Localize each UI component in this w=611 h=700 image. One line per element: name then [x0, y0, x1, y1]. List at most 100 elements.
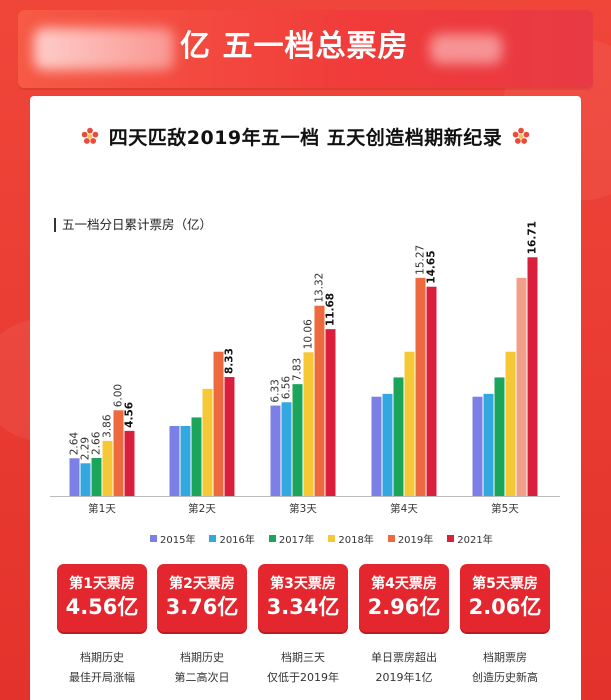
bar-2015年-第5天 [472, 396, 483, 496]
bar-2018年-第1天 [102, 440, 113, 496]
day-note: 单日票房超出 2019年1亿 [354, 648, 454, 688]
day-note: 档期历史 最佳开局涨幅 [52, 648, 152, 688]
data-label-2015年-第3天: 6.33 [270, 379, 282, 402]
bar-2018年-第3天 [303, 352, 314, 496]
bar-2017年-第1天 [91, 458, 102, 496]
blurred-header-text-right [430, 34, 502, 64]
legend-item: 2018年 [328, 531, 374, 546]
legend-label: 2015年 [160, 534, 196, 546]
data-label-2019年-第1天: 6.00 [113, 384, 125, 407]
data-label-2021年-第5天: 16.71 [527, 221, 539, 254]
x-tick-label: 第4天 [390, 502, 418, 515]
data-label-2016年-第3天: 6.56 [281, 376, 293, 400]
bar-2018年-第5天 [505, 351, 516, 496]
bar-2018年-第2天 [202, 388, 213, 496]
bar-2021年-第5天 [527, 257, 538, 496]
data-label-2021年-第1天: 4.56 [124, 402, 136, 428]
daily-notes: 档期历史 最佳开局涨幅 档期历史 第二高次日 档期三天 仅低于2019年 单日票房超出 201… [30, 648, 581, 700]
card-title: 第4天票房 [371, 576, 437, 592]
legend-item: 2021年 [447, 531, 493, 546]
x-tick-label: 第3天 [289, 502, 317, 515]
legend-label: 2017年 [278, 534, 315, 546]
legend-label: 2021年 [457, 534, 493, 546]
legend-item: 2019年 [387, 531, 434, 546]
subtitle-row: 四天匹敌2019年五一档 五天创造档期新纪录 [30, 120, 581, 152]
bar-2017年-第5天 [494, 377, 505, 496]
flower-icon [512, 127, 530, 144]
legend-label: 2018年 [338, 534, 374, 546]
data-label-2021年-第4天: 14.65 [426, 250, 438, 283]
bar-2016年-第2天 [180, 426, 191, 496]
card-title: 第2天票房 [169, 576, 235, 592]
card-value: 2.06亿 [468, 595, 542, 619]
bar-chart: 2.64 2.29 2.663.86 6.004.56 第1天 8.33 第2天 6.33 6.… [50, 221, 560, 515]
legend-label: 2019年 [397, 534, 434, 546]
data-label-2021年-第3天: 11.68 [325, 293, 337, 326]
legend-swatch [387, 534, 395, 542]
note-line: 第二高次日 [174, 671, 230, 684]
bar-2015年-第4天 [371, 396, 382, 496]
data-label-2021年-第2天: 8.33 [224, 348, 236, 374]
bar-2019年-第2天 [213, 351, 224, 496]
day-box-office-card: 第4天票房 2.96亿 [359, 564, 449, 632]
bar-2021年-第2天 [224, 377, 235, 496]
data-label-2017年-第1天: 2.66 [91, 431, 103, 455]
legend-label: 2016年 [219, 534, 255, 546]
bar-2021年-第1天 [124, 430, 135, 496]
bar-2019年-第3天 [314, 305, 325, 496]
bar-2019年-第1天 [113, 410, 124, 496]
x-tick-label: 第2天 [188, 502, 216, 515]
card-value: 3.34亿 [266, 595, 340, 619]
bar-2021年-第3天 [325, 329, 336, 496]
legend-swatch [328, 534, 336, 542]
chart-y-axis-label: 五一档分日累计票房（亿） [54, 218, 212, 232]
blurred-header-text [34, 28, 174, 70]
bar-2016年-第4天 [382, 393, 393, 496]
bar-2016年-第5天 [483, 393, 494, 496]
bar-2021年-第4天 [426, 286, 437, 496]
card-value: 3.76亿 [165, 595, 239, 619]
card-title: 第5天票房 [472, 576, 538, 592]
day-note: 档期历史 第二高次日 [152, 648, 252, 688]
day-box-office-card: 第1天票房 4.56亿 [57, 564, 147, 632]
card-value: 4.56亿 [65, 595, 139, 619]
x-tick-label: 第5天 [491, 502, 519, 515]
note-line: 单日票房超出 [371, 651, 437, 664]
infographic-card: 四天匹敌2019年五一档 五天创造档期新纪录 五一档分日累计票房（亿） 2.64… [30, 96, 581, 700]
note-line: 档期三天 [281, 651, 325, 664]
card-title: 第3天票房 [270, 576, 336, 592]
bar-2015年-第3天 [270, 405, 281, 496]
data-label-2018年-第1天: 3.86 [102, 414, 114, 438]
note-line: 2019年1亿 [375, 671, 433, 684]
bar-2019年-第5天 [516, 277, 527, 496]
chart-legend: 2015年 2016年 2017年 2018年 2019年 2021年 [150, 530, 493, 546]
bar-2019年-第4天 [415, 277, 426, 496]
x-tick-label: 第1天 [88, 502, 116, 515]
legend-item: 2016年 [209, 531, 255, 546]
day-box-office-card: 第2天票房 3.76亿 [157, 564, 247, 632]
legend-item: 2017年 [268, 531, 315, 546]
legend-swatch [209, 534, 217, 542]
page-title: 亿 五一档总票房 [180, 29, 409, 64]
note-line: 创造历史新高 [472, 671, 538, 684]
data-label-2017年-第3天: 7.83 [292, 358, 304, 381]
bar-2015年-第2天 [169, 426, 180, 496]
bar-2017年-第2天 [191, 417, 202, 496]
data-label-2019年-第3天: 13.32 [314, 273, 326, 303]
data-label-2015年-第1天: 2.64 [69, 432, 81, 456]
note-line: 档期票房 [483, 651, 527, 664]
note-line: 最佳开局涨幅 [69, 671, 135, 684]
data-label-2019年-第4天: 15.27 [415, 245, 427, 275]
day-note: 档期三天仅低于2019年 [253, 648, 353, 688]
day-note: 档期票房创造历史新高 [455, 648, 555, 688]
bar-2018年-第4天 [404, 351, 415, 496]
bar-2017年-第4天 [393, 377, 404, 496]
flower-icon [81, 127, 99, 144]
data-label-2018年-第3天: 10.06 [303, 319, 315, 349]
note-line: 仅低于2019年 [267, 671, 339, 684]
legend-item: 2015年 [150, 531, 195, 546]
day-box-office-card: 第5天票房 2.06亿 [460, 564, 550, 632]
card-value: 2.96亿 [367, 595, 441, 619]
bar-2017年-第3天 [292, 384, 303, 496]
note-line: 档期历史 [180, 651, 224, 664]
